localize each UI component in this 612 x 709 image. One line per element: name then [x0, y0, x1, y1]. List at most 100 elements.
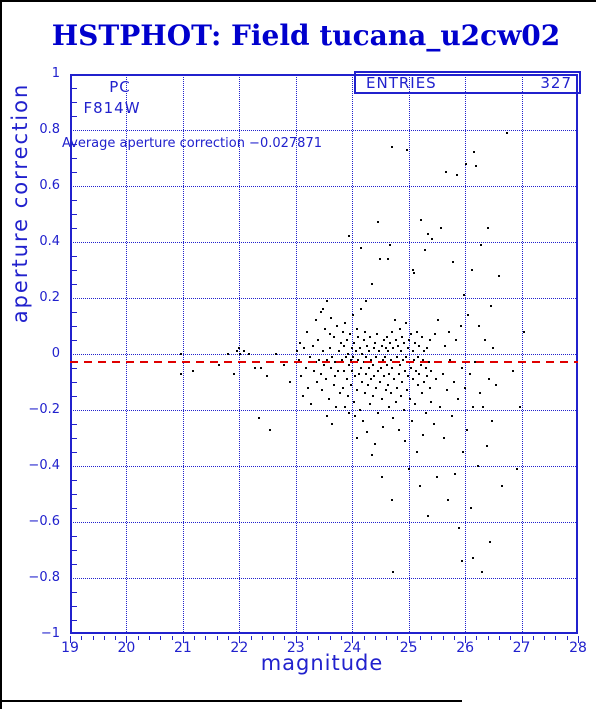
scatter-point [324, 378, 327, 381]
x-major-tick [352, 636, 354, 643]
scatter-point [414, 341, 417, 344]
scatter-point [469, 507, 472, 509]
x-major-tick [465, 636, 467, 643]
scatter-point [411, 420, 414, 423]
scatter-point [425, 411, 428, 414]
scatter-point [390, 330, 393, 333]
scatter-point [301, 395, 304, 397]
scatter-point [488, 540, 491, 543]
scatter-point [347, 364, 350, 367]
y-tick-label: 1 [51, 66, 60, 81]
x-minor-tick [386, 636, 388, 640]
y-minor-tick [72, 606, 77, 607]
x-minor-tick [273, 636, 275, 640]
scatter-point [462, 294, 465, 297]
scatter-point [325, 414, 328, 417]
y-tick-label: 0.4 [39, 234, 60, 249]
scatter-point [519, 406, 522, 409]
x-major-tick [182, 636, 184, 643]
scatter-point [403, 341, 406, 344]
gridline-horizontal [70, 466, 578, 467]
scatter-point [381, 344, 384, 347]
x-minor-tick [318, 636, 320, 640]
y-minor-tick [72, 256, 77, 257]
scatter-point [357, 372, 360, 375]
scatter-point [391, 571, 394, 574]
scatter-point [379, 257, 382, 260]
scatter-point [307, 386, 310, 389]
scatter-point [378, 381, 381, 383]
axis-bottom [70, 632, 578, 634]
scatter-point [495, 383, 498, 386]
scatter-point [444, 171, 447, 173]
scatter-point [389, 358, 392, 361]
x-minor-tick [510, 636, 512, 640]
scatter-point [395, 339, 398, 341]
scatter-point [359, 308, 362, 311]
scatter-point [447, 498, 450, 501]
scatter-point [368, 403, 371, 406]
scatter-point [437, 319, 440, 322]
scatter-point [382, 425, 385, 428]
gridline-horizontal [70, 186, 578, 187]
scatter-point [374, 341, 377, 344]
scatter-point [426, 375, 429, 378]
scatter-point [409, 333, 412, 336]
scatter-point [364, 330, 367, 333]
scatter-point [371, 364, 374, 367]
scatter-point [327, 397, 330, 400]
x-minor-tick [555, 636, 557, 640]
scatter-point [523, 330, 526, 333]
scatter-point [425, 347, 428, 350]
scatter-point [396, 344, 399, 347]
scatter-point [377, 411, 380, 414]
scatter-point [486, 227, 489, 229]
scatter-point [481, 571, 484, 574]
scatter-point [368, 367, 371, 369]
scatter-point [387, 257, 390, 260]
scatter-point [383, 355, 386, 358]
scatter-point [372, 395, 375, 397]
y-minor-tick [72, 452, 77, 453]
scatter-point [409, 397, 412, 400]
scatter-point [335, 325, 338, 327]
y-tick-label: −0.2 [28, 402, 60, 417]
scatter-point [375, 386, 378, 389]
y-minor-tick [72, 172, 77, 173]
scatter-point [398, 327, 401, 330]
scatter-point [405, 148, 408, 151]
scatter-point [365, 372, 368, 375]
scatter-point [433, 333, 436, 336]
scatter-point [429, 339, 432, 341]
scatter-point [387, 350, 390, 353]
y-minor-tick [72, 116, 77, 117]
scatter-point [367, 350, 370, 353]
x-major-tick [408, 636, 410, 643]
x-major-tick [239, 636, 241, 643]
scatter-point [354, 350, 357, 353]
scatter-point [334, 375, 337, 378]
scatter-point [328, 347, 331, 350]
axis-right [576, 74, 578, 634]
average-correction-reference-line [70, 360, 578, 363]
scatter-point [353, 341, 356, 344]
y-tick-label: 0.8 [39, 122, 60, 137]
entries-value: 327 [540, 73, 572, 92]
scatter-point [398, 428, 401, 431]
y-minor-tick [72, 326, 77, 327]
scatter-point [372, 347, 375, 350]
scatter-point [343, 406, 346, 409]
x-minor-tick [329, 636, 331, 640]
scatter-point [400, 381, 403, 383]
scatter-point [374, 355, 377, 358]
scatter-point [283, 364, 286, 367]
x-minor-tick [442, 636, 444, 640]
scatter-point [361, 353, 364, 355]
scatter-point [406, 347, 409, 350]
x-minor-tick [205, 636, 207, 640]
x-minor-tick [149, 636, 151, 640]
scatter-point [227, 353, 230, 355]
scatter-point [461, 560, 464, 563]
scatter-point [338, 392, 341, 395]
